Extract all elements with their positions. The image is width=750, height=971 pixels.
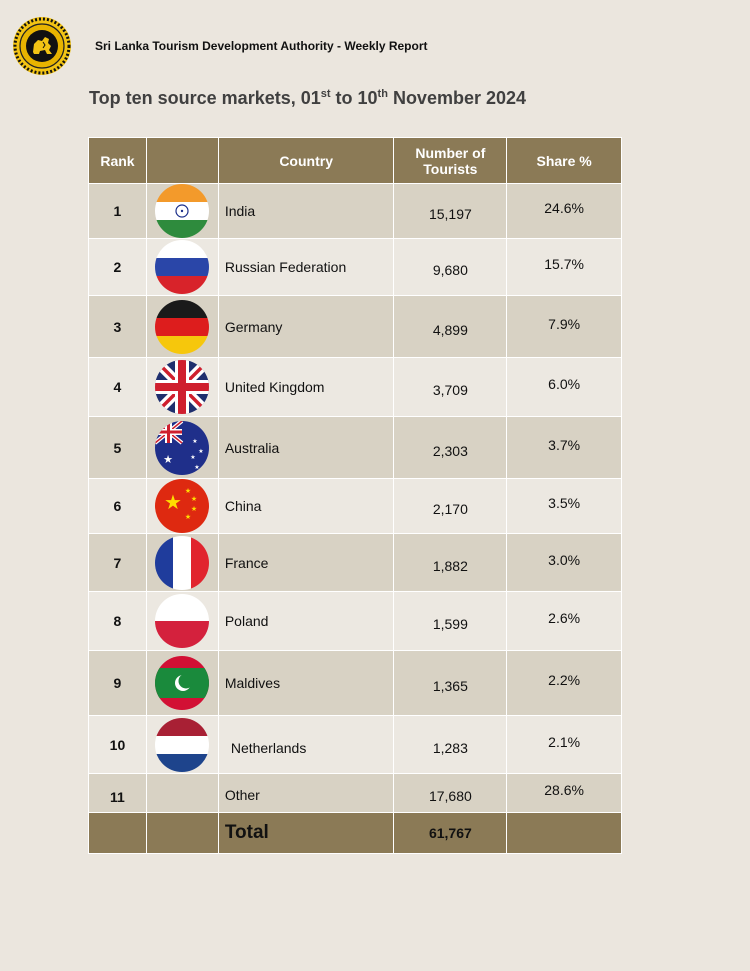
rank-cell: 3 — [88, 295, 147, 358]
uk-flag-icon — [155, 360, 210, 414]
tourists-cell: 1,283 — [393, 715, 508, 774]
country-cell: Maldives — [217, 650, 395, 716]
col-header-flag — [145, 137, 219, 184]
col-header-tourists: Number of Tourists — [393, 137, 508, 184]
russia-flag-icon — [155, 240, 210, 294]
sltda-logo-icon — [13, 17, 71, 75]
col-header-rank: Rank — [88, 137, 147, 184]
country-cell: Poland — [217, 591, 395, 651]
rank-cell: 9 — [88, 650, 147, 716]
australia-flag-icon: ★ ★ ★ ★ ★ — [155, 420, 210, 475]
country-cell: Germany — [217, 295, 395, 358]
source-markets-table: Rank Country Number of Tourists Share % … — [88, 137, 622, 854]
tourists-cell: 1,882 — [393, 533, 508, 592]
tourists-cell: 1,365 — [393, 650, 508, 716]
country-cell: United Kingdom — [217, 357, 395, 417]
netherlands-flag-icon — [155, 717, 210, 772]
empty-flag-cell — [145, 773, 219, 813]
table-row: 2 Russian Federation 9,680 15.7% — [88, 238, 622, 296]
rank-cell: 10 — [88, 715, 147, 774]
country-cell: India — [217, 183, 395, 239]
rank-cell: 2 — [88, 238, 147, 296]
svg-text:★: ★ — [191, 505, 197, 513]
tourists-cell: 1,599 — [393, 591, 508, 651]
table-row: 7 France 1,882 3.0% — [88, 533, 622, 592]
tourists-cell: 2,170 — [393, 478, 508, 534]
table-row: 3 Germany 4,899 7.9% — [88, 295, 622, 358]
table-row: 4 United Kingdom 3,709 6.0 — [88, 357, 622, 417]
rank-cell: 8 — [88, 591, 147, 651]
svg-text:★: ★ — [185, 487, 191, 495]
share-cell: 2.1% — [506, 715, 622, 774]
table-row: 6 ★ ★ ★ ★ ★ China 2,170 3.5% — [88, 478, 622, 534]
country-cell: Netherlands — [217, 715, 395, 774]
country-cell: France — [217, 533, 395, 592]
rank-cell: 5 — [88, 416, 147, 479]
tourists-cell: 9,680 — [393, 238, 508, 296]
tourists-cell: 15,197 — [393, 183, 508, 239]
table-row: 1 India 15,197 24.6% — [88, 183, 622, 239]
organization-name: Sri Lanka Tourism Development Authority … — [95, 39, 428, 53]
col-header-country: Country — [217, 137, 395, 184]
rank-cell: 11 — [88, 773, 147, 813]
rank-cell: 4 — [88, 357, 147, 417]
maldives-flag-icon — [155, 656, 210, 710]
table-row: 11 Other 17,680 28.6% — [88, 773, 622, 813]
table-row: 9 Maldives 1,365 2.2% — [88, 650, 622, 716]
table-row: 8 Poland 1,599 2.6% — [88, 591, 622, 651]
table-header-row: Rank Country Number of Tourists Share % — [88, 137, 622, 184]
table-row: 5 ★ ★ — [88, 416, 622, 479]
share-cell: 2.2% — [506, 650, 622, 716]
page-title: Top ten source markets, 01st to 10th Nov… — [89, 88, 527, 108]
svg-text:★: ★ — [163, 453, 173, 466]
svg-text:★: ★ — [195, 464, 200, 471]
share-cell: 6.0% — [506, 357, 622, 417]
share-cell: 28.6% — [506, 773, 622, 813]
china-flag-icon: ★ ★ ★ ★ ★ — [155, 479, 210, 533]
total-row: Total 61,767 — [88, 812, 622, 854]
col-header-share: Share % — [506, 137, 622, 184]
svg-text:★: ★ — [191, 495, 197, 503]
rank-cell: 1 — [88, 183, 147, 239]
tourists-cell: 3,709 — [393, 357, 508, 417]
tourists-cell: 2,303 — [393, 416, 508, 479]
svg-text:★: ★ — [191, 454, 196, 461]
svg-text:★: ★ — [193, 438, 198, 445]
total-value: 61,767 — [393, 812, 508, 854]
share-cell: 2.6% — [506, 591, 622, 651]
share-cell: 24.6% — [506, 183, 622, 239]
table-row: 10 Netherlands 1,283 2.1% — [88, 715, 622, 774]
poland-flag-icon — [155, 594, 210, 648]
svg-text:★: ★ — [164, 490, 182, 514]
svg-text:★: ★ — [199, 448, 204, 455]
india-flag-icon — [155, 184, 210, 238]
share-cell: 7.9% — [506, 295, 622, 358]
total-label: Total — [217, 812, 395, 854]
share-cell: 3.0% — [506, 533, 622, 592]
germany-flag-icon — [155, 299, 210, 354]
rank-cell: 6 — [88, 478, 147, 534]
share-cell: 3.5% — [506, 478, 622, 534]
country-cell: Australia — [217, 416, 395, 479]
share-cell: 15.7% — [506, 238, 622, 296]
france-flag-icon — [155, 535, 210, 590]
tourists-cell: 17,680 — [393, 773, 508, 813]
country-cell: Russian Federation — [217, 238, 395, 296]
svg-text:★: ★ — [185, 513, 191, 521]
country-cell: China — [217, 478, 395, 534]
rank-cell: 7 — [88, 533, 147, 592]
share-cell: 3.7% — [506, 416, 622, 479]
country-cell: Other — [217, 773, 395, 813]
tourists-cell: 4,899 — [393, 295, 508, 358]
